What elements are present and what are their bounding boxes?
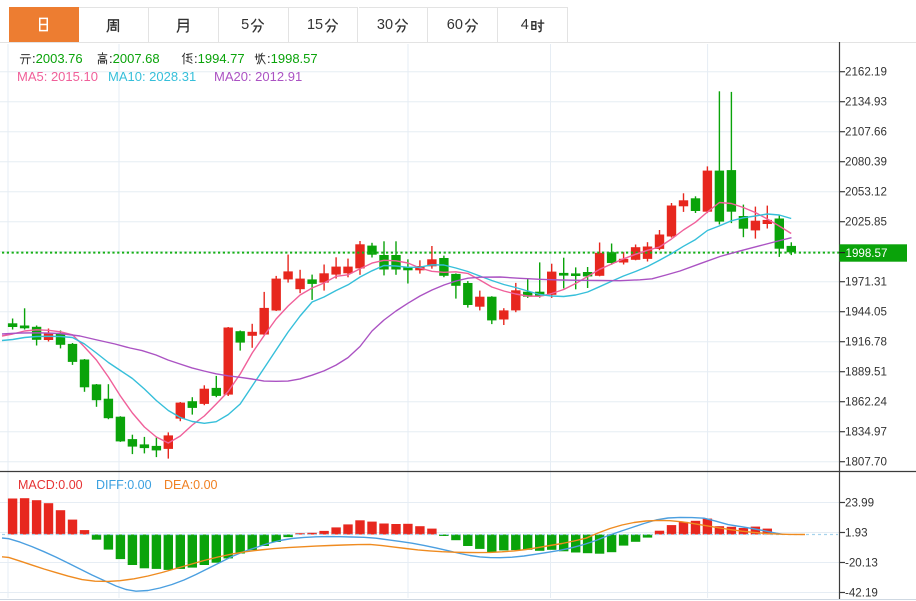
svg-text:1834.97: 1834.97 — [845, 426, 887, 439]
svg-text:2134.93: 2134.93 — [845, 96, 887, 109]
svg-text:1971.31: 1971.31 — [845, 276, 887, 289]
svg-text:2107.66: 2107.66 — [845, 126, 887, 139]
svg-text:1807.70: 1807.70 — [845, 456, 887, 469]
svg-text:1944.05: 1944.05 — [845, 306, 887, 319]
svg-text:23.99: 23.99 — [845, 497, 874, 510]
svg-text:1916.78: 1916.78 — [845, 336, 887, 349]
svg-text:-20.13: -20.13 — [845, 557, 878, 570]
svg-text:1862.24: 1862.24 — [845, 396, 887, 409]
svg-text:2025.85: 2025.85 — [845, 216, 887, 229]
svg-text:1889.51: 1889.51 — [845, 366, 887, 379]
svg-text:2053.12: 2053.12 — [845, 186, 887, 199]
svg-text:2162.19: 2162.19 — [845, 66, 887, 79]
svg-text:2080.39: 2080.39 — [845, 156, 887, 169]
svg-text:1998.57: 1998.57 — [846, 247, 888, 260]
svg-text:1.93: 1.93 — [845, 527, 868, 540]
svg-text:-42.19: -42.19 — [845, 587, 878, 600]
